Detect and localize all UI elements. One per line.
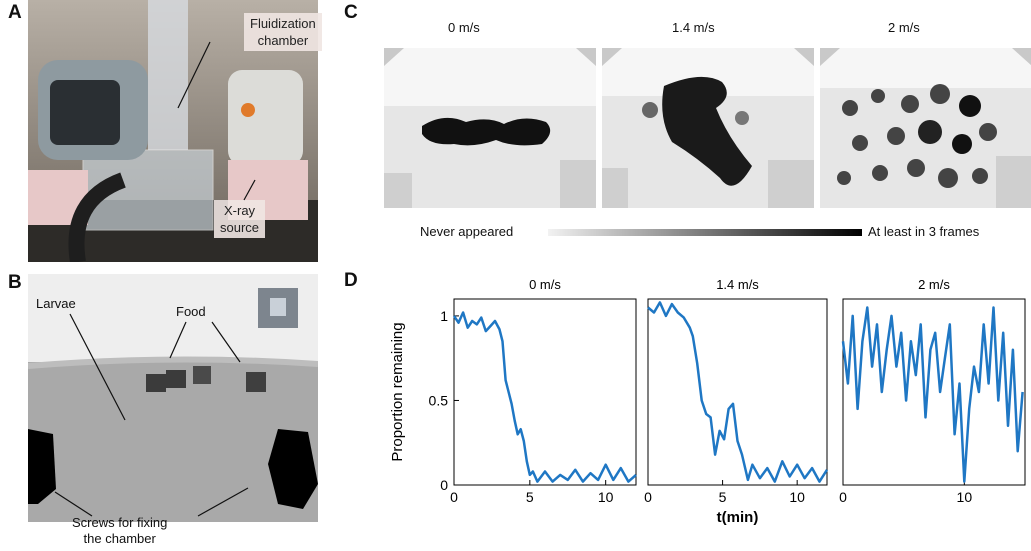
- chart-0-xtick-label-1: 5: [526, 489, 534, 505]
- chart-0-ytick-label-2: 1: [440, 308, 448, 324]
- scale-min-label: Never appeared: [420, 224, 514, 239]
- panel-letter-b: B: [8, 272, 22, 293]
- occupancy-map-0: [384, 48, 596, 208]
- label-xray-source: X-ray source: [214, 200, 266, 238]
- occupancy-map-1: [602, 48, 814, 208]
- scale-max-label: At least in 3 frames: [868, 224, 980, 239]
- chart-2-series-line: [841, 306, 1024, 483]
- chart-1-series-line: [647, 301, 829, 483]
- occupancy-map-0-illustration: [384, 48, 596, 208]
- chart-0-xtick-label-0: 0: [450, 489, 458, 505]
- chart-0-ytick-label-1: 0.5: [429, 392, 449, 408]
- panel-letter-d: D: [344, 270, 358, 291]
- panel-c-speed-1: 1.4 m/s: [672, 20, 715, 35]
- panel-letter-a: A: [8, 2, 22, 23]
- panel-letter-c: C: [344, 2, 358, 23]
- proportion-remaining-charts: 0 m/s 0 5 10 0 0.5 1 Proportion remaining 1.4 m/…: [389, 277, 1026, 526]
- chart-1-xlabel: t(min): [717, 509, 759, 526]
- chart-1-xtick-label-1: 5: [719, 489, 727, 505]
- chart-0-ytick-label-0: 0: [440, 477, 448, 493]
- chamber-label-line2: chamber: [257, 33, 309, 48]
- chart-1-xtick-label-0: 0: [644, 489, 652, 505]
- chart-0-series-line: [452, 311, 637, 483]
- label-food: Food: [176, 304, 206, 319]
- source-label-line2: source: [220, 220, 260, 235]
- label-larvae: Larvae: [36, 296, 76, 311]
- occupancy-colorbar: [548, 229, 862, 236]
- chart-1-xtick-label-2: 10: [789, 489, 805, 505]
- screws-label-line1: Screws for fixing: [72, 515, 168, 530]
- occupancy-map-2: [820, 48, 1031, 208]
- chart-0-ylabel: Proportion remaining: [389, 322, 406, 461]
- panel-c-speed-2: 2 m/s: [888, 20, 920, 35]
- chart-2-xtick-label-0: 0: [839, 489, 847, 505]
- chart-0-xtick-label-2: 10: [598, 489, 614, 505]
- chart-1-title: 1.4 m/s: [716, 277, 759, 292]
- chart-2-xtick-label-1: 10: [957, 489, 973, 505]
- chart-0-title: 0 m/s: [529, 277, 561, 292]
- label-screws: Screws for fixing the chamber: [72, 515, 167, 547]
- occupancy-map-1-illustration: [602, 48, 814, 208]
- panel-c-speed-0: 0 m/s: [448, 20, 480, 35]
- source-label-line1: X-ray: [223, 203, 256, 218]
- chamber-label-line1: Fluidization: [250, 16, 316, 31]
- occupancy-map-2-illustration: [820, 48, 1031, 208]
- chart-0-frame: [453, 298, 637, 486]
- label-fluidization-chamber: Fluidization chamber: [244, 13, 322, 51]
- chart-2-title: 2 m/s: [918, 277, 950, 292]
- chart-1-frame: [647, 298, 828, 486]
- screws-label-line2: the chamber: [83, 531, 156, 546]
